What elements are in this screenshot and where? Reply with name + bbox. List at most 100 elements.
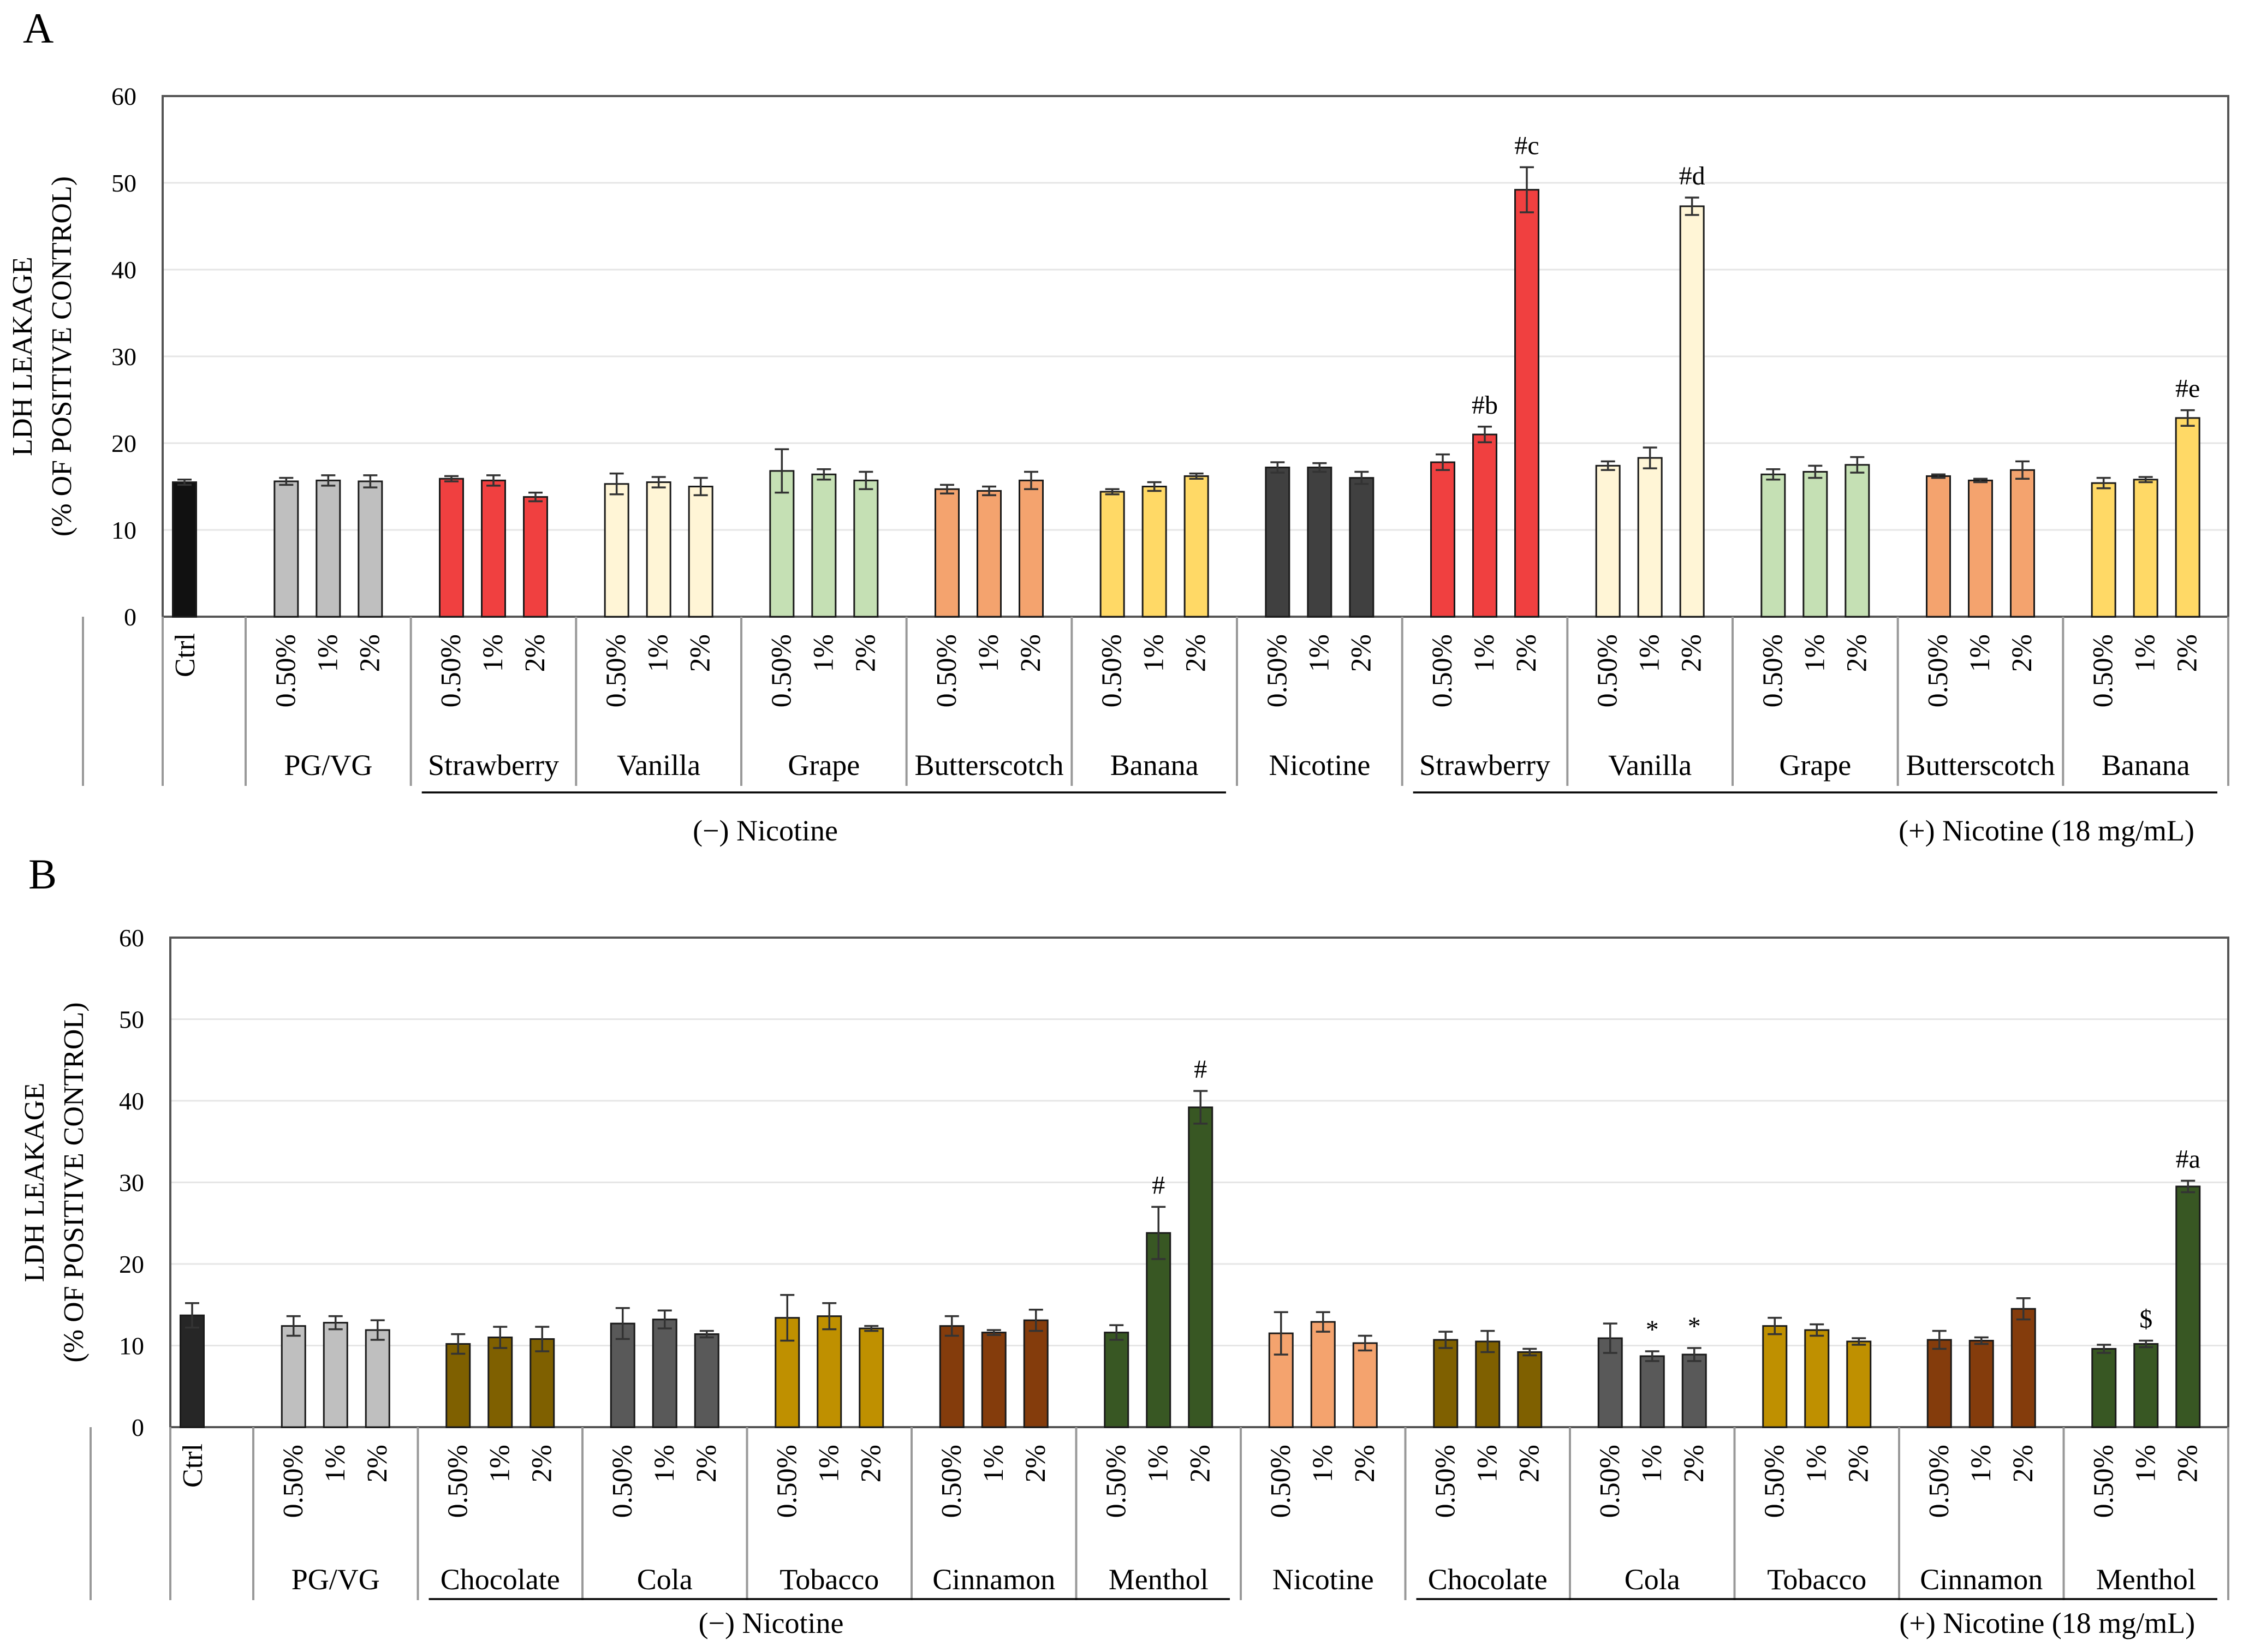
x-tick-concentration: 2%: [1181, 634, 1212, 672]
bar: [1349, 477, 1375, 618]
x-tick-concentration: 1%: [1469, 634, 1500, 672]
bar: [1307, 467, 1332, 618]
bar: [1517, 1351, 1543, 1428]
error-bar: [1147, 481, 1162, 492]
chart-panel-a: 0 10 20 30 40 50 60 LDH LEAKAGE (% OF POSITIVE C…: [7, 82, 2229, 847]
x-tick-concentration: 0.50%: [1923, 634, 1954, 707]
bar: [323, 1322, 348, 1428]
x-tick-concentration: 0.50%: [270, 634, 301, 707]
error-bar: [1480, 1329, 1495, 1353]
error-bar: [2097, 1344, 2111, 1354]
bar: [859, 1327, 884, 1428]
y-axis-title: LDH LEAKAGE: [19, 1083, 50, 1282]
error-bar: [1193, 1090, 1208, 1125]
bar: [2091, 1347, 2117, 1428]
x-tick-concentration: 2%: [1514, 1445, 1545, 1482]
error-bar: [651, 476, 666, 488]
bar: [1968, 479, 1993, 618]
significance-annotation: *: [1646, 1315, 1659, 1344]
error-bar: [1024, 470, 1038, 491]
x-tick-concentration: 1%: [1143, 1445, 1174, 1482]
significance-annotation: #d: [1679, 162, 1705, 190]
x-tick-concentration: 0.50%: [1100, 1445, 1132, 1518]
group-label: Cinnamon: [932, 1563, 1055, 1596]
x-tick-concentration: 0.50%: [2088, 1445, 2119, 1518]
error-bar: [2138, 476, 2153, 484]
group-label: Vanilla: [1608, 749, 1692, 782]
y-axis-title: LDH LEAKAGE: [7, 257, 38, 456]
group-label: Cola: [637, 1563, 693, 1596]
error-bar: [1932, 1329, 1947, 1350]
error-bar: [1274, 1311, 1288, 1356]
group-label: Strawberry: [1419, 749, 1550, 782]
panel-letter-a: A: [23, 4, 53, 52]
error-bar: [986, 1329, 1001, 1336]
group-label: Grape: [788, 749, 860, 782]
error-bar: [486, 474, 501, 487]
bar: [1926, 475, 1951, 618]
group-label: Butterscotch: [1906, 749, 2055, 782]
error-bar: [859, 470, 873, 491]
group-label: Cinnamon: [1920, 1563, 2043, 1596]
x-tick-concentration: 2%: [1346, 634, 1377, 672]
error-bar: [780, 1294, 795, 1342]
error-bar: [1522, 1347, 1537, 1357]
y-tick-label: 10: [119, 1332, 144, 1360]
x-tick-concentration: 1%: [312, 634, 343, 672]
group-label: Chocolate: [441, 1563, 560, 1596]
x-tick-concentration: 1%: [649, 1445, 680, 1482]
error-bar: [444, 475, 459, 482]
bar: [2010, 469, 2035, 618]
error-bar: [451, 1333, 466, 1355]
nicotine-plus-label: (+) Nicotine (18 mg/mL): [1899, 814, 2194, 847]
error-bar: [699, 1329, 714, 1339]
bar: [439, 478, 464, 618]
error-bar: [775, 448, 789, 494]
x-tick-concentration: 0.50%: [1430, 1445, 1461, 1518]
x-tick-concentration: 1%: [973, 634, 1004, 672]
x-tick-concentration: 2%: [850, 634, 881, 672]
group-label: Nicotine: [1269, 749, 1370, 782]
y-tick-label: 60: [119, 924, 144, 952]
bar: [939, 1325, 965, 1428]
error-bar: [2096, 476, 2111, 490]
group-label: Banana: [1110, 749, 1199, 782]
x-tick-concentration: 1%: [1965, 634, 1996, 672]
bar: [1023, 1319, 1049, 1428]
bar: [1679, 205, 1705, 618]
x-tick-concentration: 0.50%: [436, 634, 467, 707]
error-bar: [1316, 1311, 1330, 1333]
x-tick-concentration: 2%: [520, 634, 551, 672]
bar: [817, 1315, 842, 1428]
x-tick-concentration: 0.50%: [1097, 634, 1128, 707]
error-bar: [2016, 1297, 2031, 1321]
error-bar: [328, 1315, 343, 1331]
x-tick-concentration: 2%: [1843, 1445, 1874, 1482]
bar: [2091, 482, 2116, 618]
x-tick-concentration: 1%: [813, 1445, 844, 1482]
y-axis-subtitle: (% OF POSITIVE CONTROL): [58, 1002, 90, 1362]
error-bar: [615, 1307, 630, 1340]
x-tick-concentration: 2%: [354, 634, 385, 672]
y-tick-label: 50: [119, 1006, 144, 1034]
x-tick-concentration: 0.50%: [442, 1445, 473, 1518]
error-bar: [493, 1326, 508, 1349]
error-bar: [1810, 1323, 1824, 1337]
x-tick-concentration: 2%: [2172, 634, 2203, 672]
x-tick-concentration: 1%: [978, 1445, 1009, 1482]
x-tick-concentration: 1%: [1966, 1445, 1997, 1482]
group-label: PG/VG: [284, 749, 372, 782]
chart-panel-b: 0 10 20 30 40 50 60 LDH LEAKAGE (% OF POSITIVE C…: [19, 924, 2229, 1639]
group-label: Cola: [1625, 1563, 1680, 1596]
x-tick-concentration: 1%: [808, 634, 839, 672]
error-bar: [1358, 1334, 1372, 1352]
significance-annotation: #c: [1514, 131, 1539, 160]
x-tick-concentration: 2%: [362, 1445, 393, 1482]
error-bar: [982, 485, 996, 497]
x-tick-concentration: 2%: [1349, 1445, 1381, 1482]
x-tick-concentration: 1%: [1637, 1445, 1668, 1482]
error-bar: [1852, 1337, 1866, 1346]
x-tick-concentration: 0.50%: [936, 1445, 967, 1518]
y-tick-label: 0: [132, 1414, 144, 1441]
bar: [365, 1329, 390, 1428]
